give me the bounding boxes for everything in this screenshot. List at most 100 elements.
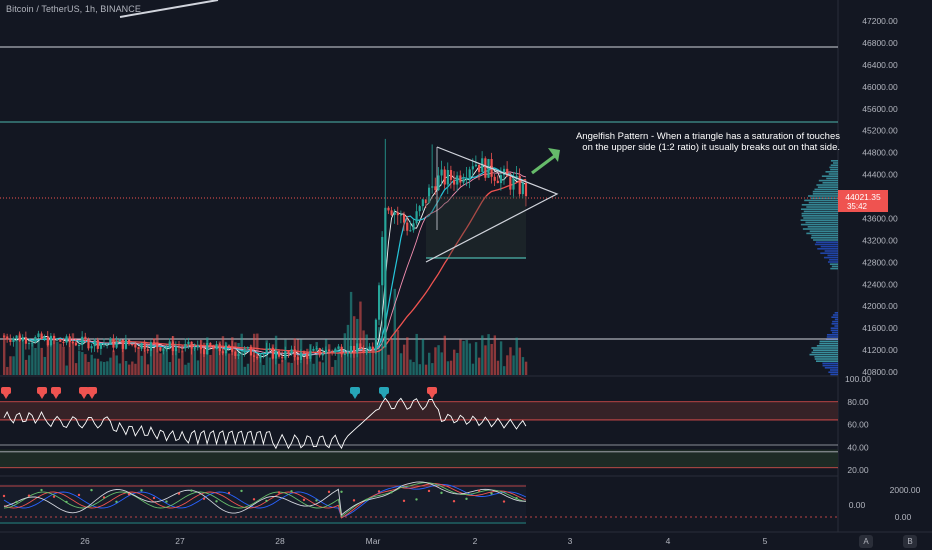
candle-body [12, 338, 15, 342]
candle-body [93, 339, 96, 347]
volume-bar [24, 359, 28, 375]
oscillator-line [3, 482, 526, 518]
volume-profile-bar [817, 248, 838, 250]
breakout-arrow-shaft [531, 153, 557, 175]
candle-body [453, 179, 456, 185]
candle-body [193, 347, 196, 349]
volume-bar [374, 342, 378, 375]
volume-bar [268, 357, 272, 375]
volume-profile [800, 160, 838, 376]
candle-body [162, 348, 165, 351]
drawings[interactable] [425, 146, 560, 263]
candle-body [365, 349, 368, 354]
candle-body [124, 339, 128, 349]
volume-profile-bar [803, 210, 838, 213]
volume-profile-bar [809, 230, 838, 232]
volume-bar [243, 366, 247, 375]
candle-body [215, 344, 218, 350]
candle-body [346, 352, 349, 354]
candle-body [303, 352, 306, 354]
candle-body [496, 180, 499, 184]
oscillator-dot [490, 492, 493, 495]
oscillator-dot [77, 493, 81, 497]
oscillator-dot [227, 491, 231, 495]
candle-body [471, 166, 474, 170]
volume-profile-bar [834, 312, 838, 314]
candle-body [434, 186, 437, 191]
volume-bar [159, 353, 162, 375]
candle-body [196, 345, 199, 348]
volume-profile-bar [812, 349, 838, 351]
candle-body [153, 342, 156, 344]
volume-bar [262, 365, 265, 375]
candle-body [103, 343, 106, 345]
candle-body [253, 355, 256, 357]
volume-bar [346, 324, 350, 375]
candle-body [174, 346, 178, 352]
candle-body [218, 344, 221, 352]
volume-bar [278, 363, 281, 375]
ma-teal-line [28, 167, 526, 356]
candle-body [506, 168, 509, 177]
volume-bar [287, 362, 290, 375]
log-scale-button[interactable]: B [903, 535, 917, 548]
oscillator-dot [127, 493, 131, 496]
candle-body [518, 175, 521, 195]
volume-profile-bar [800, 223, 838, 226]
volume-bar [390, 339, 393, 375]
candle-body [274, 351, 278, 359]
volume-bar [178, 358, 181, 375]
volume-bar [459, 339, 462, 375]
volume-bar [3, 334, 6, 375]
price-tick-label: 46800.00 [862, 38, 898, 48]
volume-bar [203, 342, 206, 375]
volume-bar [190, 345, 193, 375]
candle-body [268, 347, 271, 349]
candle-body [90, 346, 93, 349]
volume-bar [271, 344, 275, 375]
volume-profile-bar [801, 215, 838, 217]
volume-bar [493, 335, 497, 375]
candle-body [428, 187, 431, 204]
volume-bar [421, 338, 425, 375]
candle-body [449, 170, 453, 180]
rsi-signal-marker [379, 387, 389, 399]
candle-body [374, 319, 378, 351]
candle-body [446, 170, 449, 185]
volume-bar [153, 338, 156, 375]
volume-bar [506, 355, 509, 375]
rsi-tick-label: 60.00 [847, 420, 869, 430]
volume-profile-bar [814, 188, 838, 191]
candle-body [206, 343, 209, 355]
volume-profile-bar [830, 267, 838, 270]
auto-scale-button[interactable]: A [859, 535, 873, 548]
candle-body [78, 345, 81, 347]
volume-profile-bar [815, 360, 838, 362]
candle-body [312, 348, 315, 351]
oscillator-dot [477, 489, 481, 492]
candle-body [249, 346, 253, 356]
volume-bar [43, 356, 47, 375]
volume-bar [465, 339, 468, 375]
oscillator-dot [240, 489, 243, 493]
volume-bar [215, 347, 218, 375]
oscillator-dot [502, 500, 506, 503]
volume-profile-bar [811, 234, 838, 237]
candle-body [40, 333, 43, 340]
annotation-text[interactable]: Angelfish Pattern - When a triangle has … [540, 131, 840, 153]
volume-profile-bar [819, 342, 838, 345]
volume-profile-bar [822, 182, 838, 184]
volume-bar [187, 362, 190, 375]
volume-bar [84, 354, 87, 375]
rsi-tick-label: 20.00 [847, 465, 869, 475]
volume-profile-bar [807, 226, 838, 228]
price-tick-label: 46400.00 [862, 60, 898, 70]
candle-body [468, 169, 471, 178]
volume-bar [18, 333, 22, 375]
candle-body [209, 343, 212, 348]
price-axis[interactable]: 47200.00 46800.00 46400.00 46000.00 45600.00… [80, 0, 921, 546]
current-price-label: 44021.35 [845, 192, 881, 202]
rsi-signal-marker [350, 387, 360, 399]
candle-body [187, 341, 190, 344]
